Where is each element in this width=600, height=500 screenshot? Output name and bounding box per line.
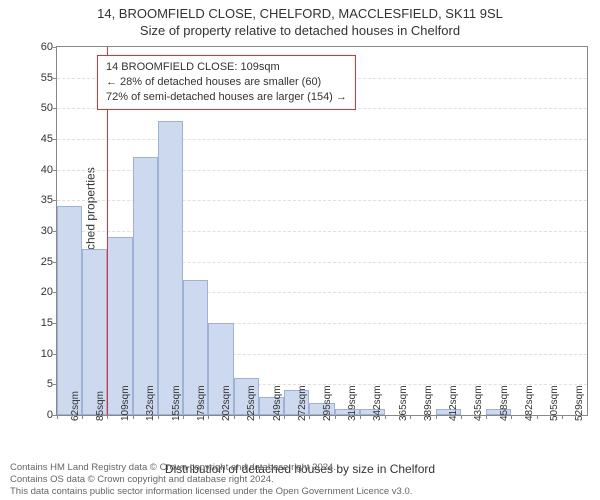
y-tick-mark: [53, 108, 57, 109]
x-tick-label: 412sqm: [448, 385, 459, 421]
y-tick-mark: [53, 78, 57, 79]
chart-plot-area: 05101520253035404550556062sqm85sqm109sqm…: [56, 46, 588, 416]
footer-attribution: Contains HM Land Registry data © Crown c…: [10, 462, 590, 498]
x-tick-mark: [183, 415, 184, 419]
x-tick-mark: [486, 415, 487, 419]
x-tick-mark: [537, 415, 538, 419]
x-tick-label: 365sqm: [398, 385, 409, 421]
x-tick-mark: [107, 415, 108, 419]
footer-line-3: This data contains public sector informa…: [10, 486, 590, 498]
annot-line-1: 14 BROOMFIELD CLOSE: 109sqm: [106, 60, 347, 75]
y-tick-mark: [53, 139, 57, 140]
x-tick-mark: [360, 415, 361, 419]
x-tick-mark: [385, 415, 386, 419]
x-tick-label: 249sqm: [272, 385, 283, 421]
x-tick-mark: [410, 415, 411, 419]
x-tick-label: 202sqm: [221, 385, 232, 421]
x-tick-mark: [208, 415, 209, 419]
x-tick-label: 132sqm: [145, 385, 156, 421]
annot-line-2: ← 28% of detached houses are smaller (60…: [106, 75, 347, 90]
histogram-bar: [133, 157, 158, 415]
histogram-bar: [158, 121, 183, 415]
x-tick-label: 109sqm: [120, 385, 131, 421]
title-line-1: 14, BROOMFIELD CLOSE, CHELFORD, MACCLESF…: [0, 0, 600, 21]
y-tick-mark: [53, 47, 57, 48]
x-tick-label: 85sqm: [95, 391, 106, 421]
footer-line-1: Contains HM Land Registry data © Crown c…: [10, 462, 590, 474]
x-tick-label: 435sqm: [473, 385, 484, 421]
y-tick-mark: [53, 170, 57, 171]
x-tick-mark: [57, 415, 58, 419]
x-tick-label: 389sqm: [423, 385, 434, 421]
x-tick-mark: [284, 415, 285, 419]
footer-line-2: Contains OS data © Crown copyright and d…: [10, 474, 590, 486]
x-tick-mark: [82, 415, 83, 419]
x-tick-label: 529sqm: [574, 385, 585, 421]
x-tick-label: 155sqm: [171, 385, 182, 421]
x-tick-mark: [234, 415, 235, 419]
x-tick-label: 225sqm: [246, 385, 257, 421]
x-tick-label: 342sqm: [372, 385, 383, 421]
annot-line-3: 72% of semi-detached houses are larger (…: [106, 90, 347, 105]
x-tick-mark: [158, 415, 159, 419]
x-tick-label: 295sqm: [322, 385, 333, 421]
y-tick-mark: [53, 200, 57, 201]
x-tick-label: 179sqm: [196, 385, 207, 421]
x-tick-label: 272sqm: [297, 385, 308, 421]
x-tick-label: 458sqm: [499, 385, 510, 421]
marker-annotation: 14 BROOMFIELD CLOSE: 109sqm ← 28% of det…: [97, 55, 356, 110]
histogram-bar: [57, 206, 82, 415]
x-tick-mark: [562, 415, 563, 419]
x-tick-mark: [436, 415, 437, 419]
x-tick-label: 505sqm: [549, 385, 560, 421]
title-line-2: Size of property relative to detached ho…: [0, 21, 600, 38]
x-tick-label: 319sqm: [347, 385, 358, 421]
x-tick-mark: [461, 415, 462, 419]
x-tick-label: 62sqm: [70, 391, 81, 421]
x-tick-mark: [511, 415, 512, 419]
x-tick-mark: [133, 415, 134, 419]
x-tick-label: 482sqm: [524, 385, 535, 421]
gridline: [57, 139, 587, 140]
x-tick-mark: [309, 415, 310, 419]
x-tick-mark: [259, 415, 260, 419]
x-tick-mark: [335, 415, 336, 419]
